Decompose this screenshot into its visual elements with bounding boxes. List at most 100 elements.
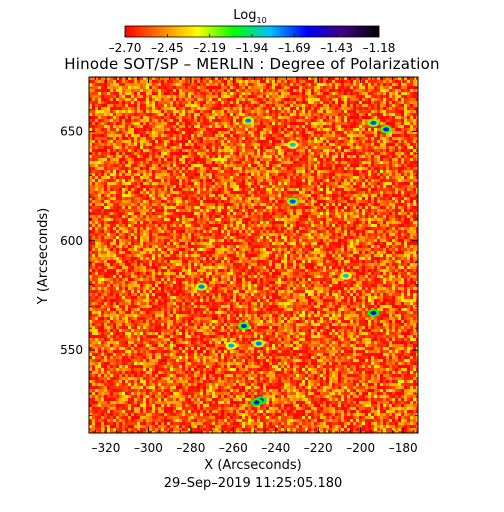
heatmap-cell bbox=[278, 134, 281, 137]
heatmap-cell bbox=[305, 119, 308, 122]
heatmap-cell bbox=[131, 110, 134, 113]
heatmap-cell bbox=[311, 86, 314, 89]
heatmap-cell bbox=[137, 209, 140, 212]
heatmap-cell bbox=[386, 203, 389, 206]
heatmap-cell bbox=[95, 110, 98, 113]
heatmap-cell bbox=[203, 143, 206, 146]
heatmap-cell bbox=[149, 161, 152, 164]
heatmap-cell bbox=[230, 206, 233, 209]
heatmap-cell bbox=[182, 101, 185, 104]
heatmap-cell bbox=[224, 158, 227, 161]
heatmap-cell bbox=[236, 164, 239, 167]
heatmap-cell bbox=[212, 167, 215, 170]
heatmap-cell bbox=[251, 176, 254, 179]
heatmap-cell bbox=[251, 83, 254, 86]
heatmap-cell bbox=[149, 104, 152, 107]
heatmap-cell bbox=[107, 140, 110, 143]
heatmap-cell bbox=[389, 179, 392, 182]
heatmap-cell bbox=[110, 167, 113, 170]
heatmap-cell bbox=[146, 134, 149, 137]
heatmap-cell bbox=[224, 113, 227, 116]
heatmap-cell bbox=[320, 173, 323, 176]
heatmap-cell bbox=[284, 134, 287, 137]
heatmap-cell bbox=[221, 176, 224, 179]
heatmap-cell bbox=[200, 155, 203, 158]
heatmap-cell bbox=[317, 182, 320, 185]
heatmap-cell bbox=[239, 176, 242, 179]
heatmap-cell bbox=[383, 161, 386, 164]
heatmap-cell bbox=[188, 116, 191, 119]
heatmap-cell bbox=[341, 155, 344, 158]
heatmap-cell bbox=[389, 86, 392, 89]
heatmap-cell bbox=[239, 113, 242, 116]
heatmap-cell bbox=[104, 212, 107, 215]
heatmap-cell bbox=[176, 140, 179, 143]
heatmap-cell bbox=[251, 89, 254, 92]
heatmap-cell bbox=[410, 128, 413, 131]
heatmap-cell bbox=[314, 137, 317, 140]
heatmap-cell bbox=[359, 155, 362, 158]
heatmap-cell bbox=[233, 152, 236, 155]
heatmap-cell bbox=[239, 191, 242, 194]
heatmap-cell bbox=[356, 140, 359, 143]
heatmap-cell bbox=[404, 146, 407, 149]
heatmap-cell bbox=[410, 176, 413, 179]
heatmap-cell bbox=[161, 152, 164, 155]
heatmap-cell bbox=[410, 203, 413, 206]
heatmap-cell bbox=[284, 146, 287, 149]
heatmap-cell bbox=[323, 170, 326, 173]
heatmap-cell bbox=[233, 206, 236, 209]
heatmap-cell bbox=[245, 164, 248, 167]
heatmap-cell bbox=[392, 140, 395, 143]
heatmap-cell bbox=[368, 188, 371, 191]
heatmap-cell bbox=[170, 92, 173, 95]
heatmap-cell bbox=[212, 209, 215, 212]
heatmap-cell bbox=[392, 77, 395, 80]
heatmap-cell bbox=[221, 89, 224, 92]
heatmap-cell bbox=[356, 182, 359, 185]
heatmap-cell bbox=[191, 200, 194, 203]
heatmap-cell bbox=[89, 89, 92, 92]
heatmap-cell bbox=[320, 188, 323, 191]
heatmap-cell bbox=[149, 179, 152, 182]
heatmap-cell bbox=[251, 173, 254, 176]
heatmap-cell bbox=[143, 212, 146, 215]
heatmap-cell bbox=[119, 80, 122, 83]
heatmap-cell bbox=[371, 191, 374, 194]
heatmap-cell bbox=[350, 176, 353, 179]
heatmap-cell bbox=[236, 200, 239, 203]
heatmap-cell bbox=[350, 185, 353, 188]
heatmap-cell bbox=[143, 113, 146, 116]
heatmap-cell bbox=[158, 182, 161, 185]
heatmap-cell bbox=[410, 191, 413, 194]
heatmap-cell bbox=[371, 167, 374, 170]
heatmap-cell bbox=[158, 101, 161, 104]
heatmap-cell bbox=[209, 149, 212, 152]
heatmap-cell bbox=[191, 155, 194, 158]
heatmap-cell bbox=[155, 188, 158, 191]
heatmap-cell bbox=[140, 110, 143, 113]
heatmap-cell bbox=[143, 164, 146, 167]
heatmap-cell bbox=[251, 188, 254, 191]
heatmap-cell bbox=[389, 182, 392, 185]
heatmap-cell bbox=[206, 107, 209, 110]
heatmap-cell bbox=[164, 194, 167, 197]
heatmap-cell bbox=[407, 104, 410, 107]
heatmap-cell bbox=[212, 173, 215, 176]
heatmap-cell bbox=[338, 158, 341, 161]
heatmap-cell bbox=[416, 191, 418, 194]
heatmap-cell bbox=[137, 98, 140, 101]
heatmap-cell bbox=[242, 77, 245, 80]
heatmap-cell bbox=[275, 167, 278, 170]
heatmap-cell bbox=[371, 98, 374, 101]
heatmap-cell bbox=[128, 104, 131, 107]
heatmap-cell bbox=[335, 104, 338, 107]
heatmap-cell bbox=[149, 134, 152, 137]
heatmap-cell bbox=[194, 92, 197, 95]
heatmap-cell bbox=[260, 176, 263, 179]
heatmap-cell bbox=[245, 134, 248, 137]
heatmap-cell bbox=[95, 128, 98, 131]
heatmap-cell bbox=[239, 134, 242, 137]
heatmap-cell bbox=[101, 143, 104, 146]
heatmap-cell bbox=[248, 104, 251, 107]
